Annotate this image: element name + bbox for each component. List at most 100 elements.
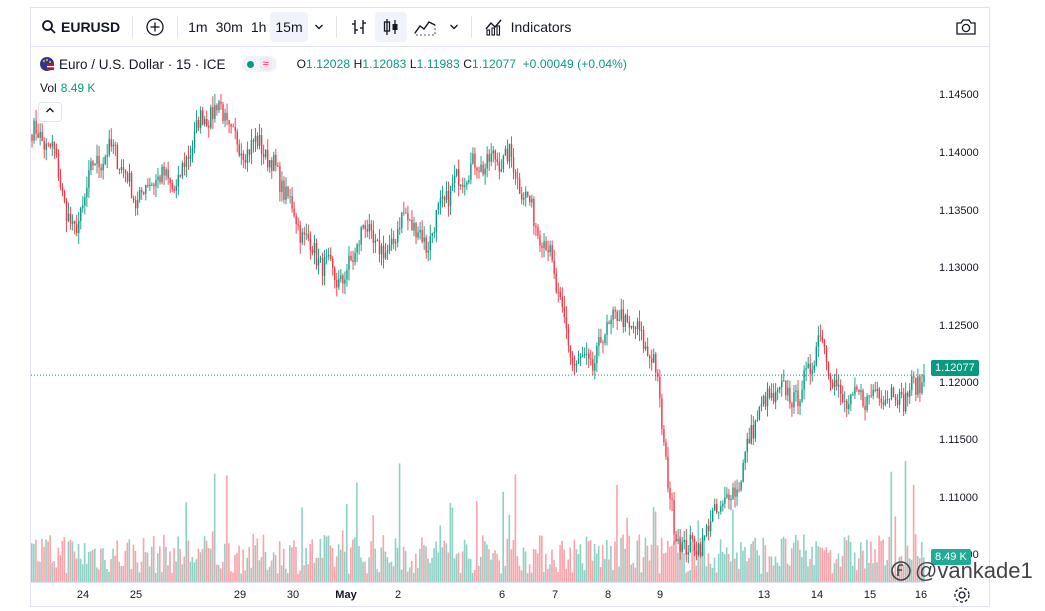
volume-bar (492, 552, 494, 582)
collapse-legend-button[interactable] (38, 102, 62, 122)
candle (457, 159, 460, 197)
volume-bar (520, 570, 523, 582)
candle (49, 143, 52, 149)
chart-type-dropdown[interactable] (443, 12, 465, 42)
volume-bar (516, 556, 519, 582)
candle (689, 525, 692, 553)
volume-bar (199, 552, 202, 582)
candle (325, 249, 328, 265)
volume-bar (620, 537, 622, 582)
volume-bar (666, 540, 669, 582)
volume-bar (41, 538, 43, 582)
candle (84, 193, 86, 215)
volume-bar (392, 566, 395, 582)
candle (606, 314, 608, 346)
candle (575, 360, 578, 373)
symbol-search[interactable]: EURUSD (35, 12, 126, 42)
indicators-button[interactable]: Indicators (478, 12, 578, 42)
snapshot-button[interactable] (949, 12, 983, 42)
volume-bar (244, 570, 246, 582)
interval-1m[interactable]: 1m (188, 19, 208, 35)
candle (346, 263, 348, 287)
candle (904, 382, 907, 414)
volume-bar (776, 562, 779, 582)
volume-bar (922, 557, 925, 582)
volume-bar (201, 549, 204, 582)
market-status-badge[interactable]: ≈ (241, 56, 277, 72)
volume-bar (390, 561, 393, 582)
candle (51, 134, 54, 156)
candle (779, 386, 781, 394)
candle (376, 238, 379, 242)
candle (220, 93, 222, 110)
volume-bar (189, 561, 192, 582)
volume-bar (181, 564, 183, 582)
candle (120, 159, 123, 174)
volume-bar (557, 572, 559, 582)
volume-bar (886, 560, 889, 582)
candle (677, 529, 679, 545)
candle (76, 214, 78, 237)
candle (86, 176, 88, 207)
candle (161, 164, 163, 185)
settings-gear-icon[interactable] (953, 586, 971, 604)
candle (157, 168, 159, 189)
candle (181, 160, 184, 180)
volume-bar (736, 552, 738, 582)
candle (833, 373, 836, 396)
candle (45, 138, 47, 161)
volume-bar (545, 553, 547, 582)
volume-bar (248, 546, 251, 582)
candles-icon (383, 19, 398, 35)
volume-bar (817, 546, 819, 582)
candle (693, 535, 696, 557)
volume-bar (445, 543, 448, 582)
interval-30m[interactable]: 30m (215, 19, 243, 35)
volume-bar (888, 537, 891, 582)
time-axis[interactable]: 24 25 29 30 May 2 6 7 8 9 13 14 15 16 (31, 582, 927, 607)
volume-bar (742, 550, 744, 582)
volume-bar (295, 546, 297, 582)
volume-bar (169, 551, 171, 582)
time-tick: 13 (757, 589, 771, 601)
volume-bar (597, 545, 600, 582)
candle (921, 373, 923, 395)
candle (122, 159, 125, 178)
volume-bar (526, 573, 529, 582)
candle (173, 185, 175, 194)
time-tick: 14 (810, 589, 824, 601)
volume-bar (91, 549, 94, 582)
indicators-icon (485, 19, 502, 36)
interval-dropdown[interactable] (308, 12, 330, 42)
candle (880, 390, 883, 409)
candle (799, 399, 801, 416)
candle (714, 498, 716, 512)
interval-1h[interactable]: 1h (250, 19, 267, 35)
candle (147, 178, 149, 189)
candle (839, 379, 842, 406)
price-axis[interactable]: 1.14500 1.14000 1.13500 1.13000 1.12500 … (925, 48, 989, 582)
candles-button[interactable] (374, 12, 407, 42)
candle (612, 306, 614, 329)
volume-bar (163, 534, 165, 582)
candle (175, 179, 177, 199)
candle (246, 141, 249, 172)
area-chart-button[interactable] (407, 12, 443, 42)
volume-bar (415, 553, 417, 582)
candle (500, 159, 503, 173)
candle (732, 482, 734, 501)
candle (634, 325, 637, 340)
candle (614, 306, 616, 319)
price-chart[interactable] (31, 48, 925, 582)
candle (358, 240, 360, 255)
bar-chart-button[interactable] (343, 12, 375, 42)
volume-bar (435, 541, 437, 582)
compare-button[interactable] (139, 12, 171, 42)
interval-15m[interactable]: 15m (270, 12, 308, 42)
candle (683, 530, 685, 550)
volume-bar (626, 517, 628, 582)
volume-bar (321, 557, 324, 582)
candle (862, 388, 864, 408)
candle (894, 394, 897, 407)
candle (429, 224, 431, 261)
